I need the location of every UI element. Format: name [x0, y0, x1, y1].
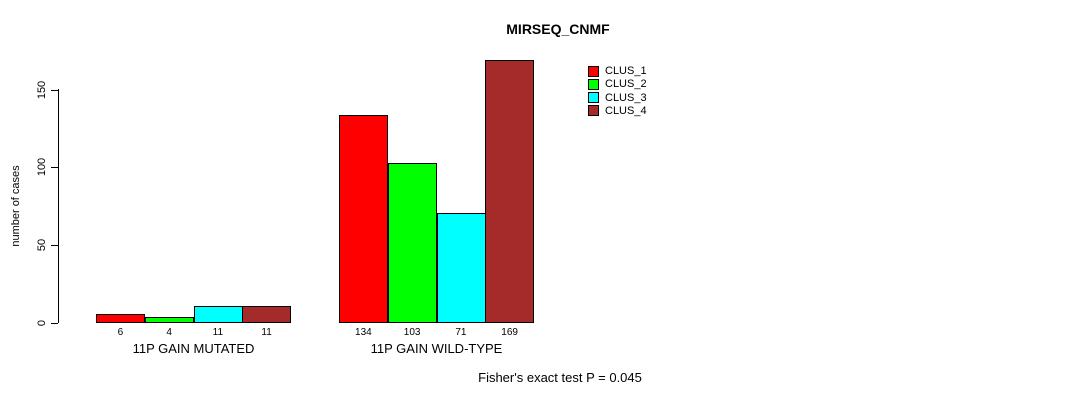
legend-label: CLUS_2	[605, 78, 647, 91]
x-axis-group-label: 11P GAIN WILD-TYPE	[370, 341, 503, 356]
legend-swatch-icon	[588, 78, 599, 90]
bar-value-label: 6	[117, 327, 124, 338]
legend-swatch-icon	[588, 105, 599, 117]
y-tick-label: 100	[36, 157, 48, 177]
bar-clus_4-group2	[485, 60, 534, 323]
legend-label: CLUS_3	[605, 91, 647, 104]
footnote: Fisher's exact test P = 0.045	[478, 370, 642, 385]
y-tick-mark	[51, 167, 58, 169]
bar-value-label: 103	[403, 327, 421, 338]
legend-swatch-icon	[588, 65, 599, 77]
legend-item-clus_2: CLUS_2	[588, 78, 647, 90]
bar-value-label: 11	[261, 327, 272, 338]
legend-item-clus_3: CLUS_3	[588, 92, 647, 104]
bar-clus_1-group1	[96, 314, 145, 323]
bar-value-label: 169	[501, 327, 518, 338]
chart-title: MIRSEQ_CNMF	[506, 21, 610, 37]
y-tick-mark	[51, 322, 58, 324]
x-axis-group-label: 11P GAIN MUTATED	[132, 341, 255, 356]
y-axis-title: number of cases	[10, 165, 22, 247]
bar-clus_2-group2	[388, 163, 437, 323]
bar-value-label: 71	[455, 327, 467, 338]
legend-item-clus_1: CLUS_1	[588, 65, 647, 77]
legend-label: CLUS_1	[605, 65, 647, 77]
y-tick-label: 50	[36, 238, 48, 251]
legend-item-clus_4: CLUS_4	[588, 105, 647, 117]
bar-clus_2-group1	[145, 317, 194, 323]
bar-value-label: 11	[212, 327, 224, 338]
bar-value-label: 134	[355, 327, 372, 338]
y-tick-mark	[51, 244, 58, 246]
bar-clus_3-group1	[194, 306, 243, 323]
y-axis-line	[58, 89, 59, 323]
y-tick-label: 0	[36, 319, 48, 326]
bar-clus_4-group1	[242, 306, 291, 323]
bar-clus_3-group2	[437, 213, 486, 323]
bar-clus_1-group2	[339, 115, 388, 323]
legend-swatch-icon	[588, 92, 599, 104]
bar-value-label: 4	[166, 327, 172, 338]
legend-label: CLUS_4	[605, 104, 647, 117]
y-tick-label: 150	[36, 80, 48, 99]
y-tick-mark	[51, 89, 58, 91]
